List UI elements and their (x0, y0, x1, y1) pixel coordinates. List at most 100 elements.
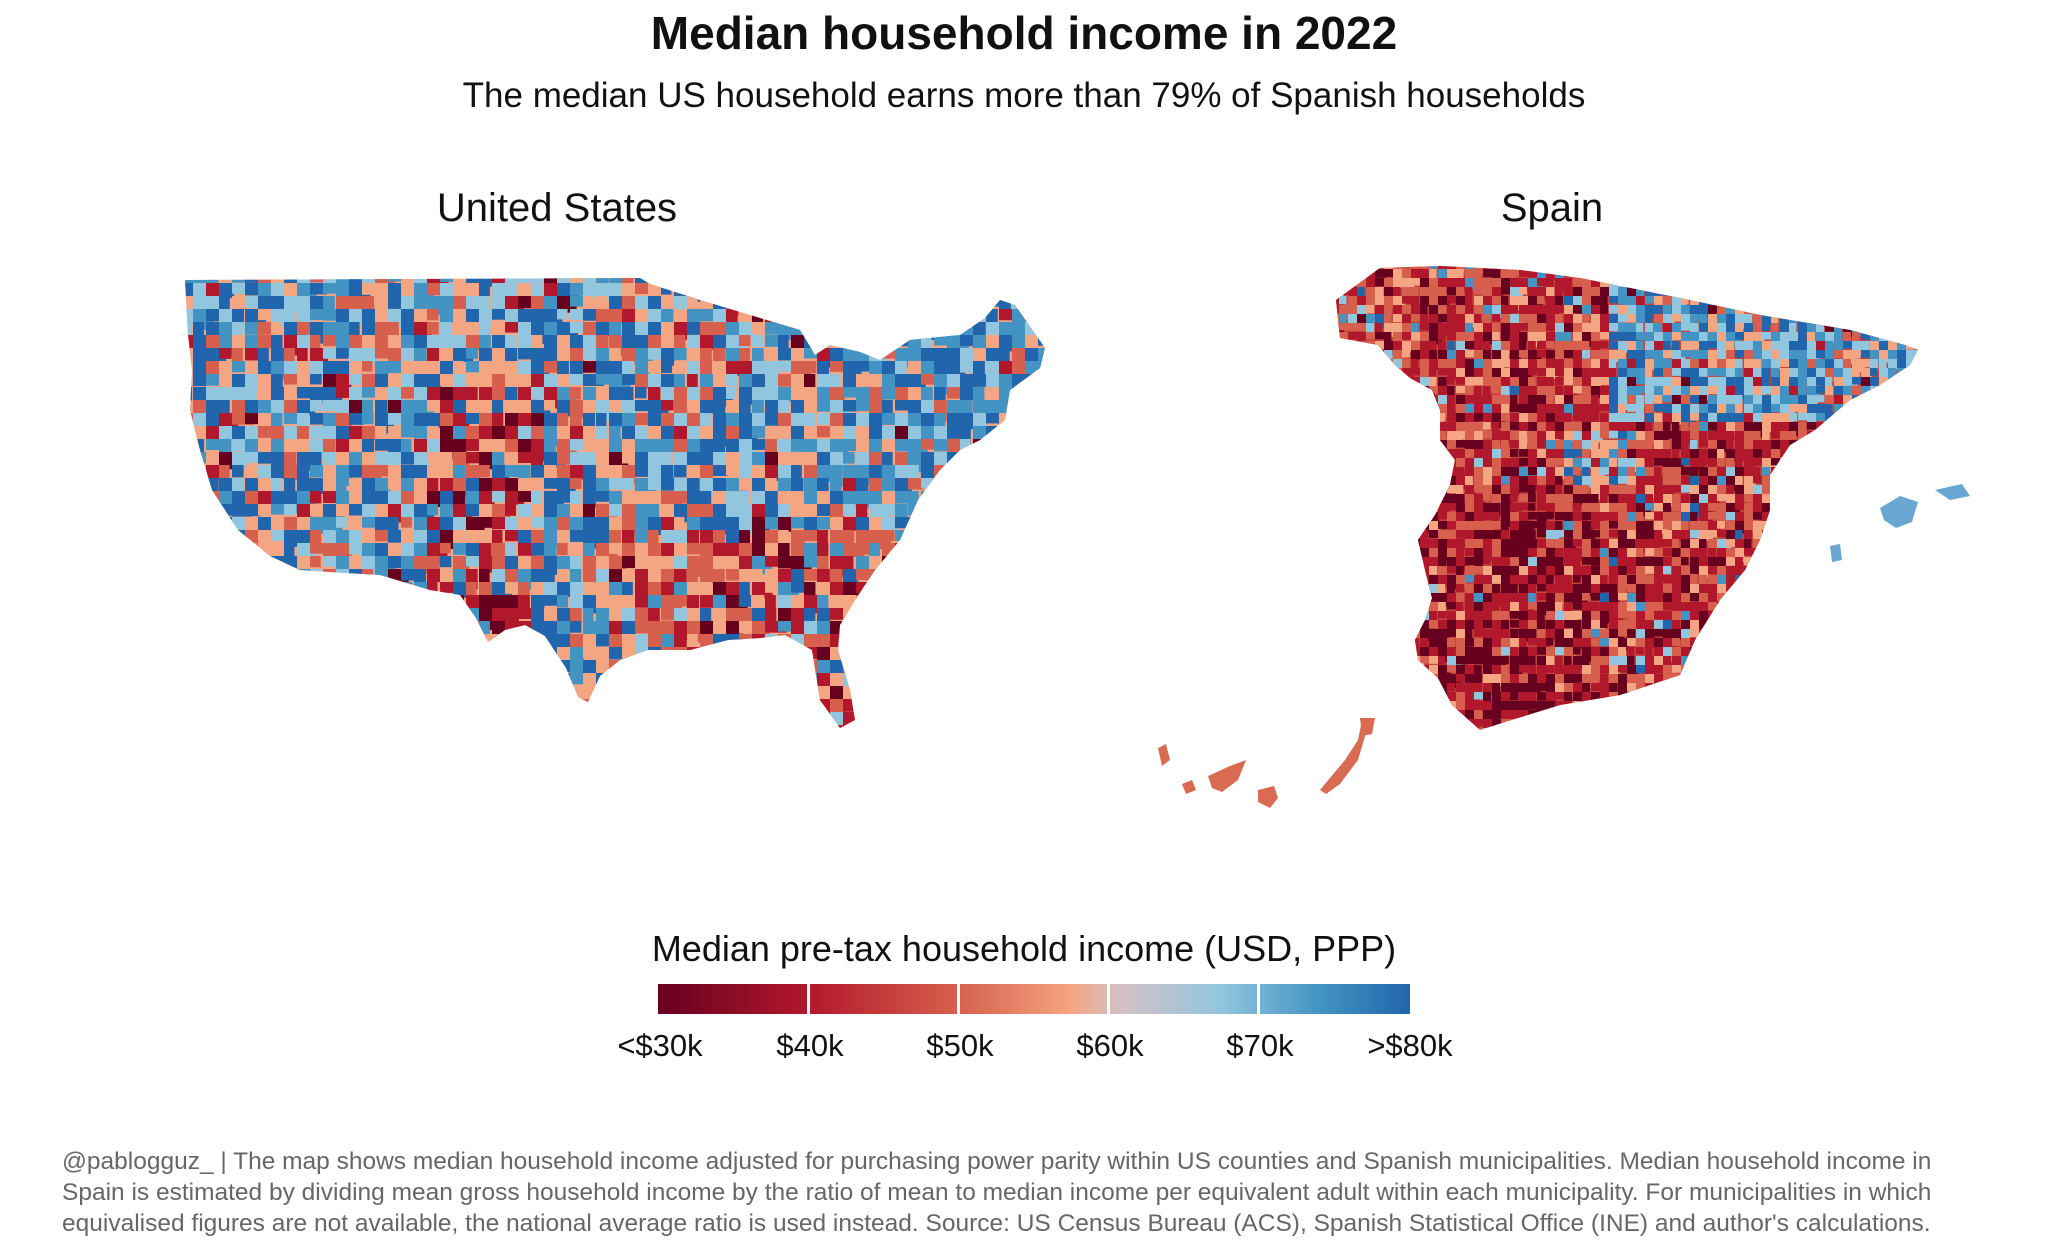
map-region (1780, 422, 1792, 432)
map-region (258, 582, 275, 594)
map-region (1717, 305, 1729, 319)
map-region (1348, 386, 1363, 401)
map-region (817, 465, 833, 482)
map-region (1609, 266, 1625, 268)
map-region (1348, 314, 1361, 324)
map-region (1753, 332, 1765, 347)
map-region (1357, 350, 1369, 363)
map-region (362, 738, 378, 758)
map-region (713, 278, 724, 284)
map-region (323, 283, 343, 294)
map-region (1573, 296, 1585, 307)
map-region (1870, 557, 1878, 565)
map-region (1465, 458, 1476, 472)
map-region (1780, 341, 1791, 351)
map-region (232, 569, 244, 590)
map-region (687, 296, 698, 311)
map-region (726, 400, 741, 412)
map-region (440, 647, 453, 669)
map-region (1465, 404, 1480, 413)
map-region (349, 322, 360, 340)
map-region (362, 725, 382, 728)
map-region (947, 491, 968, 507)
map-region (1762, 413, 1773, 424)
map-region (1672, 476, 1681, 486)
map-region (908, 413, 922, 430)
map-region (817, 374, 835, 392)
map-region (596, 699, 607, 712)
map-region (1906, 557, 1918, 570)
map-region (466, 595, 481, 612)
map-region (1456, 395, 1467, 406)
map-region (1519, 377, 1534, 388)
map-region (1888, 332, 1903, 343)
map-region (869, 543, 880, 558)
map-region (700, 686, 714, 699)
map-region (1726, 476, 1737, 491)
map-region (1753, 278, 1762, 290)
map-region (297, 738, 314, 756)
map-region (908, 621, 919, 637)
map-region (1025, 465, 1041, 479)
map-region (1888, 368, 1897, 379)
map-region (185, 374, 192, 394)
map-region (596, 634, 610, 647)
map-region (440, 517, 456, 534)
map-region (609, 478, 628, 490)
map-region (1384, 476, 1393, 487)
map-region (1573, 467, 1581, 476)
map-region (219, 543, 238, 564)
map-region (1861, 359, 1876, 368)
map-region (739, 296, 759, 308)
map-region (999, 504, 1017, 516)
map-region (973, 439, 988, 461)
map-region (869, 686, 887, 699)
map-region (1510, 368, 1522, 380)
map-region (869, 309, 888, 329)
map-region (1429, 278, 1439, 290)
map-region (921, 439, 939, 450)
map-region (1012, 686, 1024, 705)
map-region (661, 712, 672, 725)
map-region (310, 660, 326, 672)
map-region (1438, 521, 1453, 530)
map-region (1564, 539, 1576, 554)
map-region (1924, 413, 1934, 426)
map-region (453, 673, 473, 691)
map-region (1897, 266, 1910, 274)
map-region (1771, 305, 1782, 313)
map-region (414, 634, 433, 652)
map-region (1861, 377, 1871, 391)
map-region (1735, 575, 1746, 589)
map-region (271, 296, 288, 312)
map-region (1924, 287, 1939, 296)
map-region (999, 465, 1020, 488)
map-region (1483, 557, 1491, 565)
map-region (1825, 467, 1834, 483)
map-region (401, 387, 418, 399)
map-region (1537, 485, 1551, 497)
map-region (843, 569, 859, 586)
map-region (271, 491, 289, 505)
map-region (1807, 566, 1817, 574)
map-region (1690, 503, 1701, 518)
map-region (401, 452, 418, 465)
map-region (1339, 404, 1349, 415)
map-region (1834, 449, 1842, 460)
map-region (1348, 467, 1363, 481)
map-region (284, 634, 299, 655)
map-region (1645, 494, 1653, 508)
map-region (1852, 476, 1867, 485)
map-region (1573, 539, 1583, 547)
map-region (804, 426, 816, 444)
map-region (505, 634, 521, 646)
map-region (1339, 359, 1347, 374)
map-region (622, 374, 637, 385)
map-region (817, 738, 828, 749)
map-region (297, 322, 312, 335)
map-region (1573, 323, 1585, 333)
map-region (947, 374, 963, 391)
map-region (323, 725, 335, 728)
map-region (1420, 467, 1435, 477)
map-region (1924, 278, 1938, 291)
